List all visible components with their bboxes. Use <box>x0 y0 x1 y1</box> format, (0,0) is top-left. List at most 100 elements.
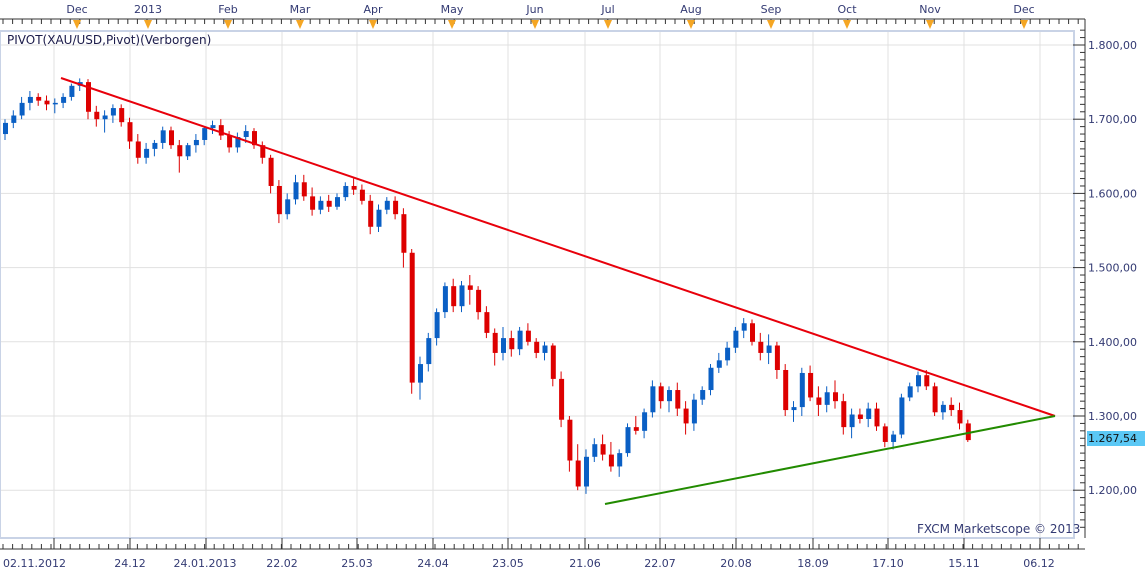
candle <box>442 286 448 313</box>
candle <box>61 96 67 103</box>
month-marker-icon <box>369 20 377 29</box>
candle <box>857 414 863 419</box>
candle <box>252 131 257 146</box>
indicator-label: PIVOT(XAU/USD,Pivot)(Verborgen) <box>7 33 212 47</box>
candle <box>218 125 224 136</box>
top-axis-label: 2013 <box>134 3 162 16</box>
date-axis-label: 23.05 <box>492 557 524 570</box>
candle <box>260 145 266 158</box>
watermark: FXCM Marketscope © 2013 <box>917 522 1081 536</box>
candle <box>351 185 357 190</box>
candle <box>235 137 241 148</box>
candle <box>467 285 473 290</box>
candle <box>940 404 946 413</box>
candle <box>691 399 697 424</box>
month-marker-icon <box>1020 20 1028 29</box>
month-marker-icon <box>767 20 775 29</box>
candle <box>52 102 58 105</box>
last-price-badge: 1.267,54 <box>1087 431 1145 446</box>
date-axis-label: 24.04 <box>417 557 449 570</box>
date-axis-label: 15.11 <box>948 557 980 570</box>
candle <box>625 427 631 454</box>
candle <box>799 372 805 408</box>
price-axis-label: 1.500,00 <box>1088 262 1137 275</box>
top-axis-label: Mar <box>290 3 311 16</box>
candle <box>658 386 664 402</box>
candle <box>310 196 316 210</box>
month-marker-icon <box>296 20 304 29</box>
candle <box>177 145 183 157</box>
date-axis-label: 25.03 <box>341 557 373 570</box>
candle <box>285 199 291 215</box>
candle <box>957 410 963 424</box>
candle <box>816 397 822 405</box>
month-marker-icon <box>73 20 81 29</box>
candle <box>276 185 282 215</box>
candle <box>708 367 714 391</box>
month-marker-icon <box>448 20 456 29</box>
candle <box>384 200 390 210</box>
date-axis[interactable]: 02.11.2012 24.12 24.01.2013 22.02 25.03 24.04… <box>0 538 1085 570</box>
candle <box>559 378 565 420</box>
candle <box>335 197 340 207</box>
candle <box>44 100 50 105</box>
candle <box>824 392 830 405</box>
candle <box>642 412 648 431</box>
resistance-trendline[interactable] <box>60 77 1056 417</box>
month-marker-icon <box>604 20 612 29</box>
candle <box>418 364 423 383</box>
candle <box>127 122 133 142</box>
candle <box>633 427 639 431</box>
candle <box>932 386 938 413</box>
candle <box>484 312 490 333</box>
candle <box>741 323 747 331</box>
candle <box>924 375 930 387</box>
candle <box>758 341 764 353</box>
candle <box>459 285 465 307</box>
top-axis-label: Feb <box>218 3 237 16</box>
candle <box>110 108 116 116</box>
candle <box>584 456 589 487</box>
candle <box>907 386 913 398</box>
candle <box>916 375 921 387</box>
price-axis-label: 1.600,00 <box>1088 187 1137 200</box>
candle <box>144 148 150 158</box>
candle <box>592 444 598 457</box>
candle <box>750 323 755 342</box>
candle <box>318 200 324 210</box>
month-marker-icon <box>926 20 934 29</box>
month-marker-icon <box>843 20 851 29</box>
date-axis-label: 17.10 <box>872 557 904 570</box>
candle <box>343 185 349 198</box>
top-axis-label: Dec <box>1013 3 1034 16</box>
candle <box>301 182 307 197</box>
price-axis-label: 1.700,00 <box>1088 113 1137 126</box>
top-axis-label: Aug <box>680 3 701 16</box>
candle <box>534 341 540 353</box>
plot-area[interactable] <box>0 30 1075 539</box>
candle <box>683 408 689 424</box>
price-axis-label: 1.800,00 <box>1088 39 1137 52</box>
month-marker-icon <box>144 20 152 29</box>
date-axis-label: 18.09 <box>797 557 829 570</box>
support-trendline[interactable] <box>604 415 1056 505</box>
price-axis[interactable]: 1.800,00 1.700,00 1.600,00 1.500,00 1.400,00… <box>1073 19 1137 538</box>
candle <box>650 386 656 413</box>
candle <box>575 460 581 487</box>
candle <box>27 96 33 103</box>
candle <box>517 330 523 350</box>
candle <box>401 214 407 253</box>
top-axis-label: Dec <box>66 3 87 16</box>
candle <box>617 453 623 467</box>
grid-lines <box>1 32 1073 537</box>
candle <box>766 345 772 353</box>
candle <box>808 372 814 398</box>
date-axis-label: 20.08 <box>720 557 752 570</box>
candle <box>841 401 847 428</box>
candle <box>3 122 8 135</box>
candle <box>359 189 365 201</box>
trendlines[interactable] <box>60 77 1056 505</box>
candle <box>210 125 216 129</box>
candle <box>667 390 672 402</box>
